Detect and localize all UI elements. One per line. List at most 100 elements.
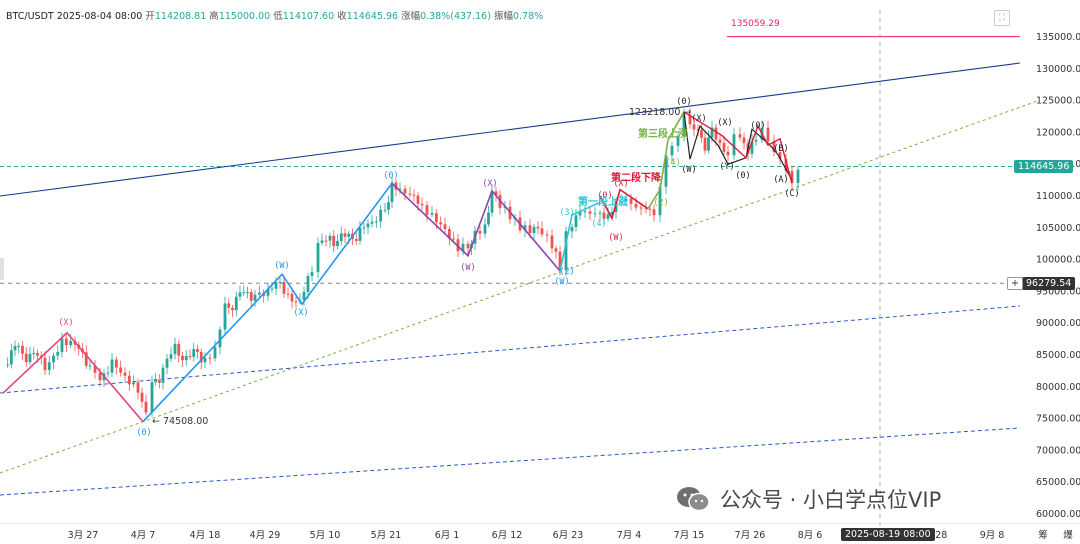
candle-body <box>610 211 614 215</box>
candle-body <box>700 129 703 138</box>
low-label: 低 <box>273 11 283 22</box>
candle-body <box>466 243 470 249</box>
candle-body <box>754 139 758 142</box>
candle-body <box>56 352 60 356</box>
crosshair-date-tag: 2025-08-19 08:00 <box>841 528 935 541</box>
candle-body <box>227 303 231 308</box>
candle-body <box>710 127 714 138</box>
x-tick-label: 6月 12 <box>492 530 523 541</box>
blue-wave-line <box>142 182 393 423</box>
axis-corner-label: 爆 <box>1063 529 1073 541</box>
x-tick-label: 3月 27 <box>68 530 99 541</box>
wave-label: (0) <box>383 171 398 181</box>
candle-body <box>136 382 140 393</box>
candle-body <box>282 281 286 294</box>
candle-body <box>231 307 234 311</box>
candle-body <box>188 356 192 358</box>
wave-label: (4) <box>591 219 606 229</box>
candle-body <box>36 353 39 356</box>
candle-body <box>257 292 261 295</box>
wave-label: (2) <box>559 267 574 277</box>
crosshair-add-button[interactable]: + <box>1007 277 1023 290</box>
candle-body <box>60 338 64 353</box>
wave-label: (X) <box>691 114 706 124</box>
y-tick-label: 135000.00 <box>1036 32 1080 43</box>
candle-body <box>119 367 123 373</box>
wave-label: (0) <box>750 121 765 131</box>
candle-body <box>106 372 110 374</box>
x-tick-label: 7月 26 <box>735 530 766 541</box>
candle-body <box>358 227 362 241</box>
candle-body <box>218 329 222 348</box>
open-label: 开 <box>145 11 155 22</box>
candle-body <box>306 275 310 292</box>
x-tick-label: 5月 21 <box>371 530 402 541</box>
candle-body <box>196 349 199 352</box>
candle-body <box>664 155 668 187</box>
candle-body <box>320 240 324 243</box>
wave-label: (0) <box>735 171 750 181</box>
candle-body <box>550 235 554 249</box>
chart-settings-icon[interactable]: ⛶ <box>994 10 1010 26</box>
y-tick-label: 130000.00 <box>1036 64 1080 75</box>
candle-body <box>336 241 339 247</box>
candle-body <box>707 137 710 151</box>
candle-body <box>750 141 754 154</box>
candle-body <box>619 200 623 202</box>
candle-body <box>726 151 730 156</box>
candle-body <box>123 372 127 376</box>
candle-body <box>213 347 217 359</box>
current-price-tag: 114645.96 <box>1014 160 1074 173</box>
candle-body <box>88 365 92 367</box>
candle-body <box>670 145 674 156</box>
wave-label: (0) <box>597 191 612 201</box>
candle-body <box>483 224 487 234</box>
candle-body <box>316 242 320 273</box>
candle-body <box>676 135 680 146</box>
candle-body <box>532 226 536 234</box>
x-tick-label: 9月 8 <box>980 530 1005 541</box>
candle-body <box>379 209 383 222</box>
amplitude-label: 振幅 <box>493 11 513 22</box>
candle-body <box>772 141 776 153</box>
candle-body <box>652 209 656 216</box>
y-tick-label: 80000.00 <box>1036 382 1080 393</box>
candle-body <box>173 343 177 355</box>
candle-body <box>332 235 336 247</box>
wave-label: (X) <box>613 179 628 189</box>
candle-body <box>420 203 424 206</box>
candle-body <box>583 211 587 213</box>
candle-body <box>150 382 154 413</box>
candle-body <box>688 114 692 125</box>
candle-body <box>177 343 181 356</box>
candle-body <box>208 357 212 359</box>
high-value: 115000.00 <box>218 11 271 22</box>
candle-body <box>169 354 173 359</box>
candle-body <box>545 234 549 236</box>
black-wave-line <box>683 111 793 181</box>
wave-label: (0) <box>136 428 151 438</box>
candle-body <box>494 191 498 195</box>
candle-body <box>639 207 643 209</box>
candle-body <box>181 355 184 361</box>
candle-body <box>343 233 347 237</box>
candle-body <box>408 193 412 195</box>
segment2-label: 第二段下降 <box>611 171 662 184</box>
candle-body <box>714 127 718 140</box>
candle-body <box>523 225 527 231</box>
candle-body <box>47 362 51 371</box>
x-tick-label: 5月 10 <box>310 530 341 541</box>
candle-body <box>144 401 148 413</box>
candle-body <box>390 182 394 203</box>
candle-body <box>696 129 700 131</box>
wave-label: (X) <box>58 318 73 328</box>
candle-body <box>192 349 196 357</box>
candle-body <box>32 353 36 355</box>
upper-channel-line <box>0 62 1021 197</box>
candle-body <box>310 272 314 276</box>
candle-body <box>412 194 416 196</box>
teal-wave-line <box>559 201 601 272</box>
candle-body <box>447 229 451 239</box>
candle-body <box>461 243 465 252</box>
